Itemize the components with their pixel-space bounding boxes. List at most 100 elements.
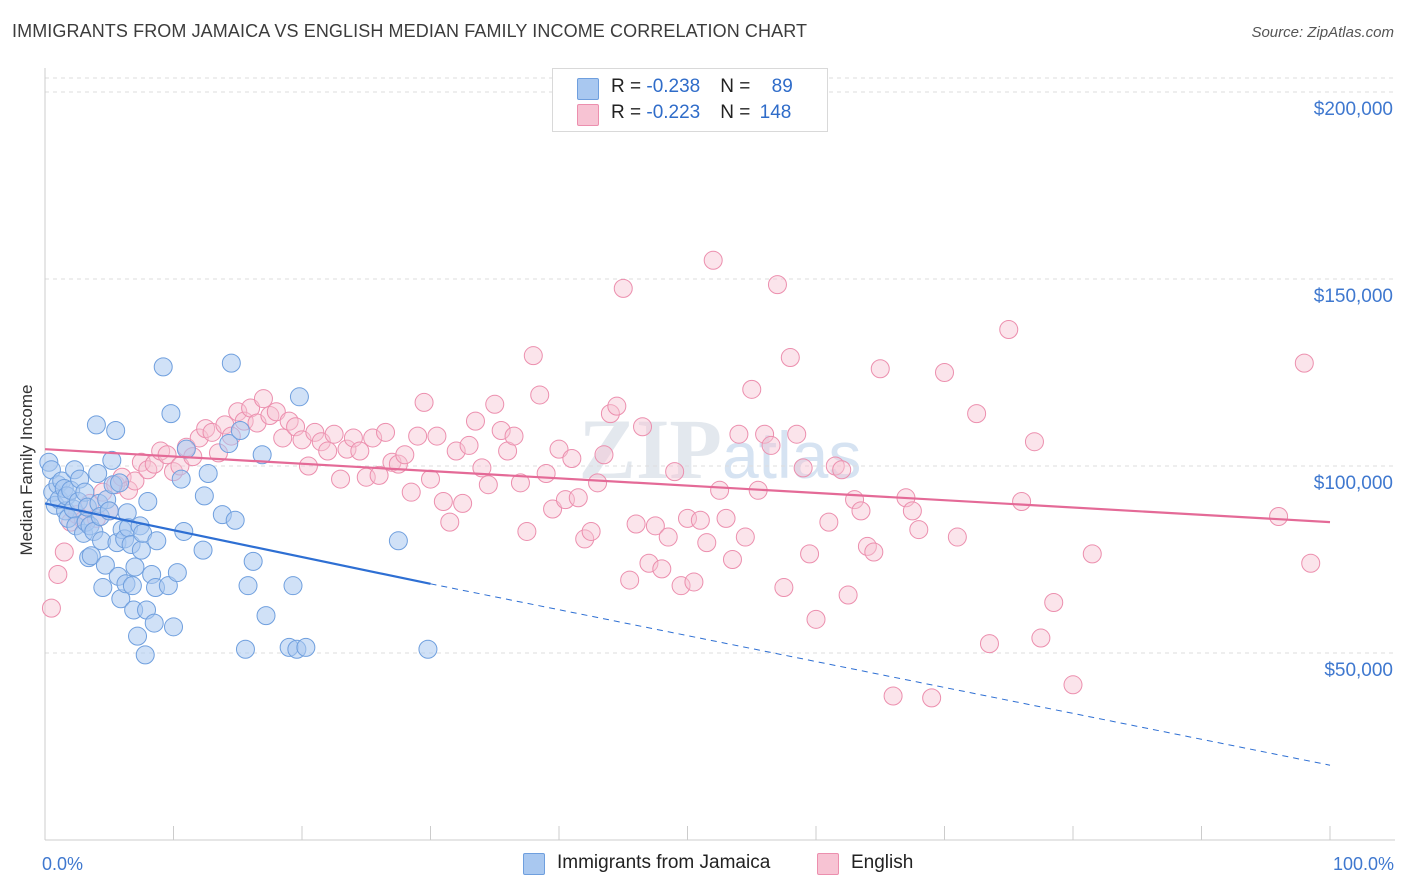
legend-r-value: -0.223 (646, 102, 701, 123)
english-point (440, 512, 460, 532)
english-point (755, 424, 775, 444)
jamaica-point (238, 576, 258, 596)
english-point (742, 379, 762, 399)
english-points (41, 250, 1321, 708)
jamaica-point (135, 645, 155, 665)
legend-r-label: R = (611, 76, 647, 97)
jamaica-point (221, 353, 241, 373)
english-point (671, 576, 691, 596)
series-legend-swatch-jamaica (523, 853, 545, 875)
jamaica-point (88, 463, 108, 483)
series-legend-label-english: English (851, 852, 914, 873)
jamaica-point (194, 486, 214, 506)
jamaica-point (158, 576, 178, 596)
english-point (1024, 432, 1044, 452)
jamaica-point (86, 415, 106, 435)
english-point (690, 510, 710, 530)
jamaica-point (138, 492, 158, 512)
english-point (562, 449, 582, 469)
english-point (999, 319, 1019, 339)
series-legend-swatch-english (817, 853, 839, 875)
jamaica-point (153, 357, 173, 377)
english-point (331, 469, 351, 489)
english-point (967, 404, 987, 424)
english-point (652, 559, 672, 579)
english-point (523, 346, 543, 366)
english-point (626, 514, 646, 534)
correlation-legend: R = -0.238 N = 89 R = -0.223 N = 148 (552, 68, 828, 132)
jamaica-point (219, 434, 239, 454)
english-point (395, 445, 415, 465)
jamaica-point (289, 387, 309, 407)
english-point (864, 542, 884, 562)
english-point (703, 250, 723, 270)
english-point (819, 512, 839, 532)
legend-n-value: 148 (759, 102, 792, 123)
jamaica-point (235, 639, 255, 659)
english-point (594, 445, 614, 465)
english-point (780, 348, 800, 368)
jamaica-point (164, 617, 183, 637)
jamaica-point (122, 576, 142, 596)
english-point (1031, 628, 1051, 648)
jamaica-point (256, 606, 276, 626)
english-point (761, 435, 781, 455)
english-point (427, 426, 447, 446)
english-point (922, 688, 942, 708)
english-point (947, 527, 967, 547)
english-point (318, 441, 338, 461)
jamaica-point (193, 540, 213, 560)
english-point (620, 570, 640, 590)
jamaica-points (39, 353, 438, 665)
english-point (774, 578, 794, 598)
english-point (633, 417, 653, 437)
chart-title: IMMIGRANTS FROM JAMAICA VS ENGLISH MEDIA… (12, 21, 808, 41)
english-point (446, 441, 466, 461)
english-point (979, 634, 999, 654)
legend-swatch-english (577, 104, 599, 126)
jamaica-point (125, 557, 145, 577)
english-point (485, 394, 505, 414)
jamaica-point (230, 420, 250, 440)
english-point (645, 516, 665, 536)
english-point (491, 420, 511, 440)
english-point (793, 458, 813, 478)
english-point (324, 424, 344, 444)
jamaica-point (252, 445, 272, 465)
english-point (613, 278, 633, 298)
english-point (588, 473, 608, 493)
english-point (1063, 675, 1083, 695)
english-point (543, 499, 563, 519)
english-point (806, 609, 826, 629)
english-point (697, 533, 717, 553)
english-point (722, 550, 742, 569)
english-point (510, 473, 530, 493)
english-point (581, 521, 601, 541)
english-point (710, 480, 730, 500)
legend-n-label: N = (720, 76, 756, 97)
y-tick-label: $50,000 (1324, 660, 1393, 681)
english-point (504, 426, 524, 446)
jamaica-point (167, 563, 187, 583)
english-point (414, 392, 434, 412)
english-point (1082, 544, 1102, 564)
english-point (909, 520, 929, 540)
english-point (1294, 353, 1314, 373)
jamaica-trend-extension (430, 583, 1331, 766)
english-point (1012, 492, 1032, 512)
english-point (363, 428, 383, 448)
english-point (639, 553, 659, 573)
english-point (935, 363, 954, 382)
english-trend-line (44, 448, 1331, 524)
english-point (54, 542, 74, 562)
english-point (260, 406, 280, 426)
legend-n-value: 89 (771, 76, 793, 97)
english-point (575, 529, 595, 549)
english-point (658, 527, 678, 547)
english-point (41, 598, 61, 618)
english-point (350, 441, 370, 461)
english-point (408, 426, 428, 446)
english-point (800, 544, 820, 564)
english-point (401, 482, 421, 502)
jamaica-point (176, 439, 196, 459)
